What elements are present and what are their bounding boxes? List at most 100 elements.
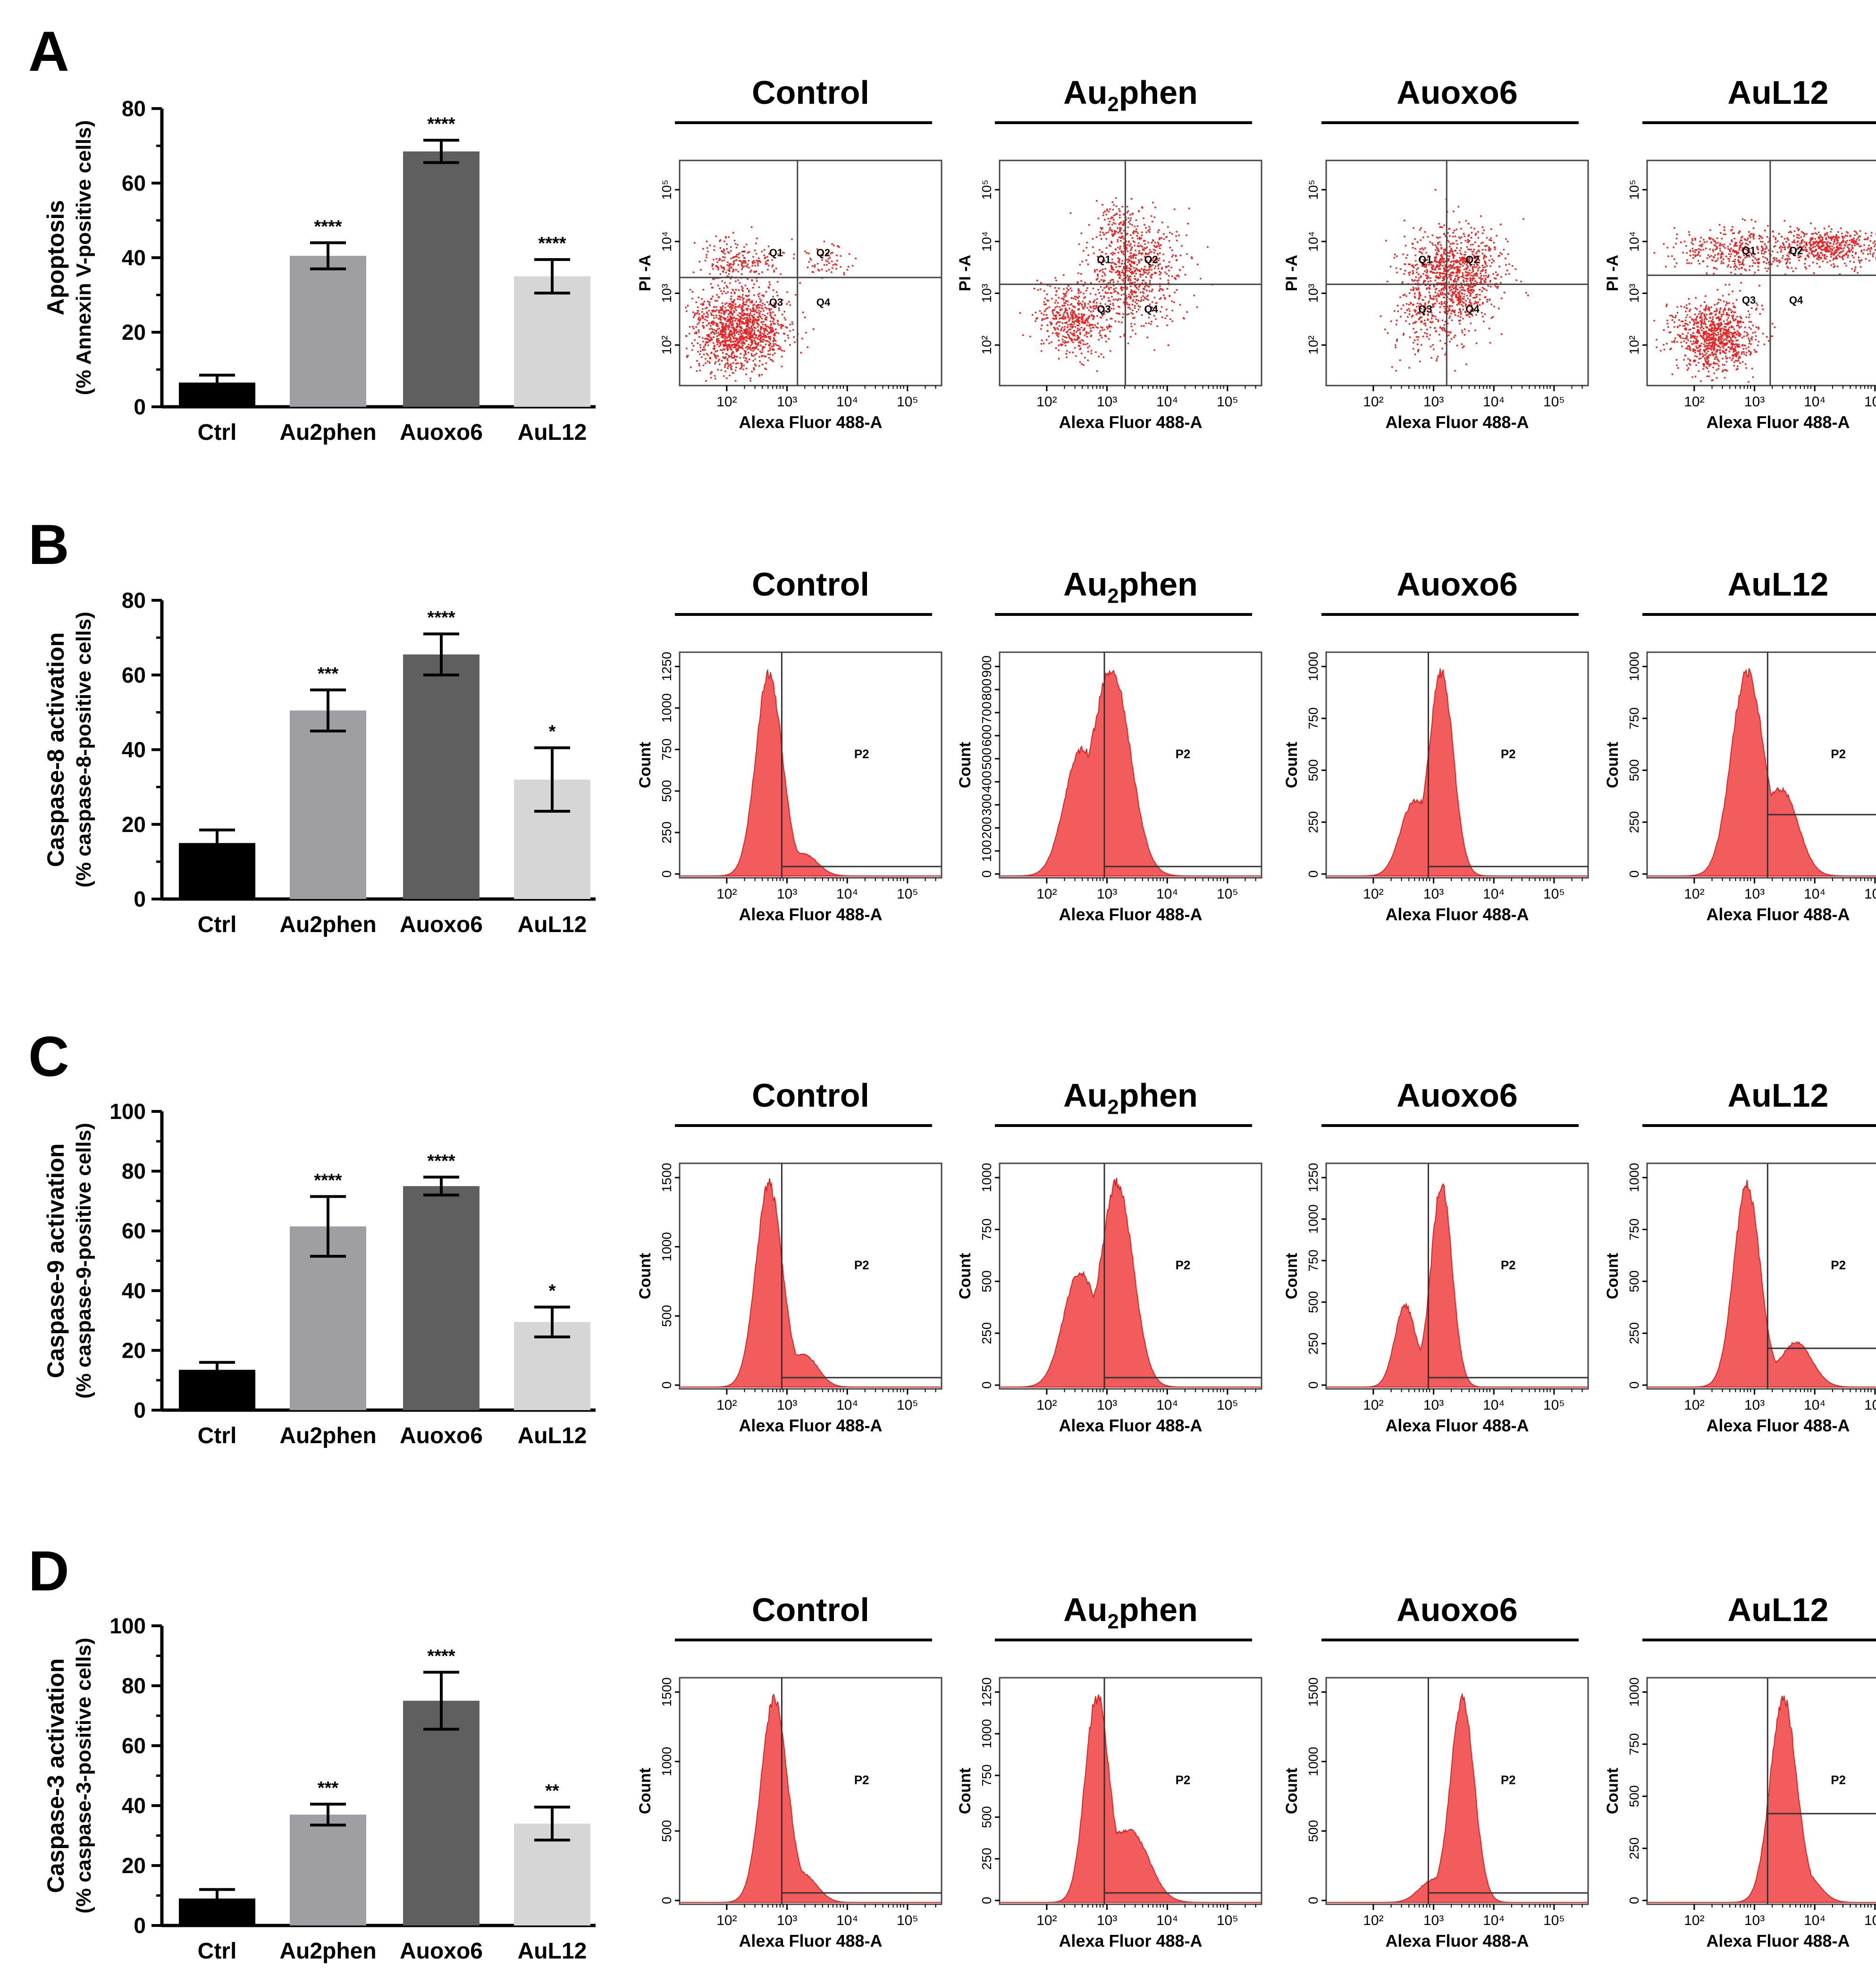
scatter-dot: [730, 308, 732, 311]
scatter-dot: [1440, 288, 1443, 290]
scatter-dot: [811, 265, 814, 267]
scatter-dot: [1460, 247, 1462, 249]
scatter-dot: [1461, 276, 1463, 278]
y-tick-label: 40: [122, 245, 146, 270]
scatter-dot: [1750, 321, 1752, 323]
scatter-dot: [1133, 317, 1136, 319]
scatter-dot: [1177, 274, 1179, 276]
scatter-dot: [1069, 337, 1071, 339]
scatter-dot: [1040, 282, 1042, 284]
scatter-dot: [1452, 309, 1454, 311]
scatter-dot: [1119, 248, 1121, 250]
scatter-dot: [1132, 255, 1134, 257]
scatter-dot: [774, 333, 775, 335]
scatter-dot: [776, 281, 779, 283]
scatter-dot: [761, 271, 763, 273]
scatter-dot: [1716, 303, 1718, 305]
scatter-dots: [1019, 197, 1213, 372]
scatter-dot: [1458, 293, 1460, 295]
scatter-dot: [1120, 240, 1122, 242]
scatter-dot: [1472, 275, 1474, 277]
scatter-dot: [1176, 240, 1178, 242]
scatter-dot: [1725, 369, 1727, 371]
scatter-dot: [1432, 264, 1434, 266]
scatter-dot: [1698, 370, 1699, 372]
scatter-dot: [1067, 317, 1069, 319]
scatter-dot: [1103, 328, 1105, 331]
scatter-dot: [753, 318, 755, 319]
quadrant-label: Q3: [1418, 303, 1432, 315]
scatter-dot: [730, 341, 732, 343]
scatter-dot: [1406, 309, 1408, 311]
scatter-dot: [1719, 341, 1721, 344]
scatter-dot: [736, 256, 738, 258]
scatter-dot: [1121, 279, 1123, 281]
scatter-dot: [1164, 317, 1166, 319]
scatter-dot: [698, 329, 700, 331]
scatter-dot: [699, 344, 701, 346]
scatter-dot: [1160, 272, 1162, 274]
scatter-dot: [1462, 261, 1464, 263]
scatter-dot: [736, 322, 738, 325]
scatter-dot: [732, 302, 734, 304]
scatter-dot: [732, 232, 734, 234]
scatter-dot: [1429, 288, 1431, 290]
scatter-dot: [1123, 213, 1125, 215]
scatter-dot: [1442, 273, 1444, 275]
scatter-dot: [1433, 348, 1435, 350]
scatter-dot: [758, 375, 760, 377]
scatter-dot: [1480, 277, 1481, 279]
scatter-dot: [1443, 233, 1446, 235]
scatter-dot: [1419, 311, 1421, 314]
scatter-dot: [707, 335, 709, 337]
scatter-dot: [759, 316, 762, 318]
scatter-dot: [1110, 308, 1112, 310]
scatter-dot: [1459, 286, 1461, 289]
scatter-dot: [1449, 265, 1452, 267]
scatter-dot: [737, 298, 739, 300]
scatter-dot: [1056, 327, 1058, 329]
scatter-dot: [1054, 327, 1056, 329]
scatter-dot: [1120, 286, 1122, 289]
scatter-dot: [1077, 337, 1079, 339]
scatter-dot: [1426, 272, 1428, 274]
scatter-dot: [1683, 359, 1685, 361]
scatter-dot: [729, 282, 731, 284]
scatter-dot: [722, 340, 724, 342]
scatter-dot: [1094, 308, 1096, 310]
scatter-dot: [1425, 274, 1427, 277]
scatter-dot: [1122, 280, 1125, 282]
scatter-dot: [1107, 231, 1109, 233]
scatter-dot: [1160, 297, 1162, 299]
scatter-dot: [1077, 328, 1078, 329]
scatter-dot: [1062, 341, 1064, 343]
scatter-dot: [725, 318, 727, 319]
x-tick-label: 10²: [716, 394, 737, 410]
scatter-dot: [1762, 308, 1764, 311]
scatter-dot: [733, 317, 735, 319]
scatter-dot: [1163, 260, 1165, 261]
scatter-dot: [1123, 266, 1125, 268]
scatter-dot: [768, 303, 770, 305]
scatter-dot: [710, 371, 712, 373]
scatter-dot: [1056, 321, 1058, 324]
scatter-dot: [721, 293, 723, 294]
scatter-dot: [708, 335, 710, 337]
scatter-dot: [1465, 300, 1467, 302]
scatter-dot: [1748, 337, 1750, 339]
scatter-dot: [1084, 322, 1086, 324]
scatter-dot: [704, 349, 706, 351]
scatter-dot: [751, 322, 753, 324]
scatter-dot: [1720, 343, 1722, 345]
scatter-dot: [696, 360, 698, 362]
scatter-dot: [1040, 288, 1042, 290]
scatter-dot: [1413, 289, 1414, 291]
scatter-dot: [1715, 362, 1716, 365]
scatter-dot: [703, 327, 705, 329]
scatter-dot: [1449, 250, 1451, 252]
scatter-dot: [1703, 335, 1705, 337]
scatter-dot: [1110, 325, 1112, 328]
scatter-dot: [1075, 315, 1077, 317]
scatter-dot: [1491, 261, 1493, 264]
scatter-dot: [745, 346, 747, 349]
